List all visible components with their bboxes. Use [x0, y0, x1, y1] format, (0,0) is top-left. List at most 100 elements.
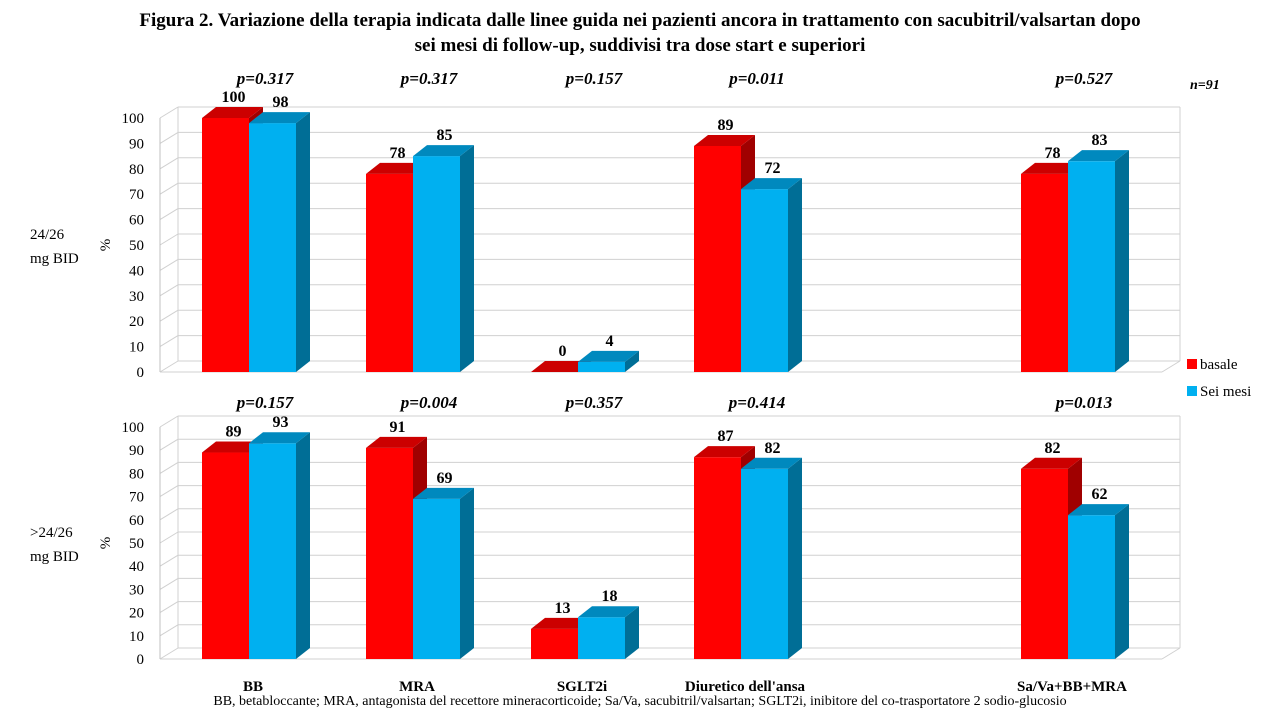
bar-side — [625, 350, 639, 372]
category-label: Diuretico dell'ansa — [685, 679, 806, 695]
data-label: 78 — [1045, 145, 1061, 162]
bar-front — [741, 468, 788, 659]
gridline-depth — [159, 335, 179, 348]
footnote: BB, betabloccante; MRA, antagonista del … — [213, 694, 1067, 709]
bar-sei-mesi — [578, 606, 639, 659]
bar-side — [296, 432, 310, 659]
y-tick-label: 20 — [129, 606, 144, 622]
gridline-depth — [159, 309, 179, 322]
bar-front — [1021, 468, 1068, 659]
gridline-depth — [159, 508, 179, 521]
bar-front — [366, 447, 413, 659]
p-value-label: p=0.527 — [1054, 69, 1114, 88]
y-tick-label: 80 — [129, 162, 144, 178]
gridline-depth — [159, 461, 179, 474]
bar-side — [625, 606, 639, 659]
panel-label: mg BID — [30, 251, 79, 267]
bar-front — [741, 189, 788, 372]
data-label: 82 — [1045, 440, 1061, 457]
bar-top — [1021, 457, 1082, 469]
p-value-label: p=0.414 — [727, 393, 785, 412]
gridline-depth — [159, 554, 179, 567]
bar-top — [413, 145, 474, 157]
legend-label: basale — [1200, 357, 1238, 373]
p-value-label: p=0.317 — [235, 69, 295, 88]
bar-side — [460, 487, 474, 659]
category-label: Sa/Va+BB+MRA — [1017, 679, 1127, 695]
gridline-depth — [159, 182, 179, 195]
y-tick-label: 30 — [129, 289, 144, 305]
gridline-depth — [159, 258, 179, 271]
data-label: 0 — [559, 343, 567, 360]
data-label: 89 — [226, 424, 242, 441]
y-tick-label: 90 — [129, 136, 144, 152]
data-label: 62 — [1092, 486, 1108, 503]
bar-sei-mesi — [249, 432, 310, 659]
y-tick-label: 100 — [122, 111, 145, 127]
data-label: 72 — [765, 160, 781, 177]
bar-top — [1021, 162, 1082, 174]
legend-swatch — [1187, 386, 1197, 396]
gridline-depth — [159, 284, 179, 297]
bar-top — [413, 487, 474, 499]
bar-top — [578, 606, 639, 618]
gridline-depth — [159, 485, 179, 498]
bar-side — [1115, 504, 1129, 659]
y-axis-label: % — [98, 239, 114, 252]
gridline-depth — [159, 647, 179, 660]
y-axis-label: % — [98, 537, 114, 550]
data-label: 98 — [273, 94, 289, 111]
panel-label: 24/26 — [30, 227, 65, 243]
y-tick-label: 20 — [129, 314, 144, 330]
gridline-depth — [159, 157, 179, 170]
data-label: 69 — [437, 470, 453, 487]
category-label: SGLT2i — [557, 679, 607, 695]
bar-front — [531, 628, 578, 659]
bar-top — [1068, 504, 1129, 516]
gridline-depth — [159, 415, 179, 428]
panel-label: >24/26 — [30, 525, 73, 541]
y-tick-label: 70 — [129, 187, 144, 203]
bar-front — [1021, 173, 1068, 372]
gridline-depth — [159, 106, 179, 119]
bar-top — [694, 446, 755, 458]
bar-top — [741, 178, 802, 190]
bar-sei-mesi — [741, 178, 802, 372]
data-label: 93 — [273, 414, 289, 431]
bar-top — [531, 617, 592, 629]
y-tick-label: 40 — [129, 559, 144, 575]
bar-front — [202, 118, 249, 372]
bar-front — [366, 173, 413, 372]
bar-sei-mesi — [413, 487, 474, 659]
bar-top — [366, 162, 427, 174]
bar-side — [788, 178, 802, 372]
y-tick-label: 0 — [137, 652, 145, 668]
bar-basale — [531, 361, 592, 372]
bar-sei-mesi — [741, 457, 802, 659]
data-label: 85 — [437, 127, 453, 144]
bar-front — [578, 361, 625, 372]
p-value-label: p=0.004 — [399, 393, 457, 412]
bar-sei-mesi — [249, 112, 310, 372]
y-tick-label: 10 — [129, 629, 144, 645]
y-tick-label: 80 — [129, 466, 144, 482]
bar-sei-mesi — [1068, 504, 1129, 659]
p-value-label: p=0.317 — [399, 69, 459, 88]
data-label: 18 — [602, 588, 618, 605]
bar-front — [1068, 161, 1115, 372]
y-tick-label: 70 — [129, 490, 144, 506]
category-label: MRA — [399, 679, 435, 695]
legend-swatch — [1187, 359, 1197, 369]
bar-front — [202, 452, 249, 659]
gridline-depth — [159, 601, 179, 614]
gridline-depth — [159, 131, 179, 144]
floor-side — [1161, 360, 1181, 373]
bar-front — [1068, 515, 1115, 659]
category-label: BB — [243, 679, 263, 695]
y-tick-label: 0 — [137, 365, 145, 381]
y-tick-label: 100 — [122, 420, 145, 436]
bar-top — [249, 432, 310, 444]
bar-side — [460, 145, 474, 372]
data-label: 13 — [555, 600, 571, 617]
